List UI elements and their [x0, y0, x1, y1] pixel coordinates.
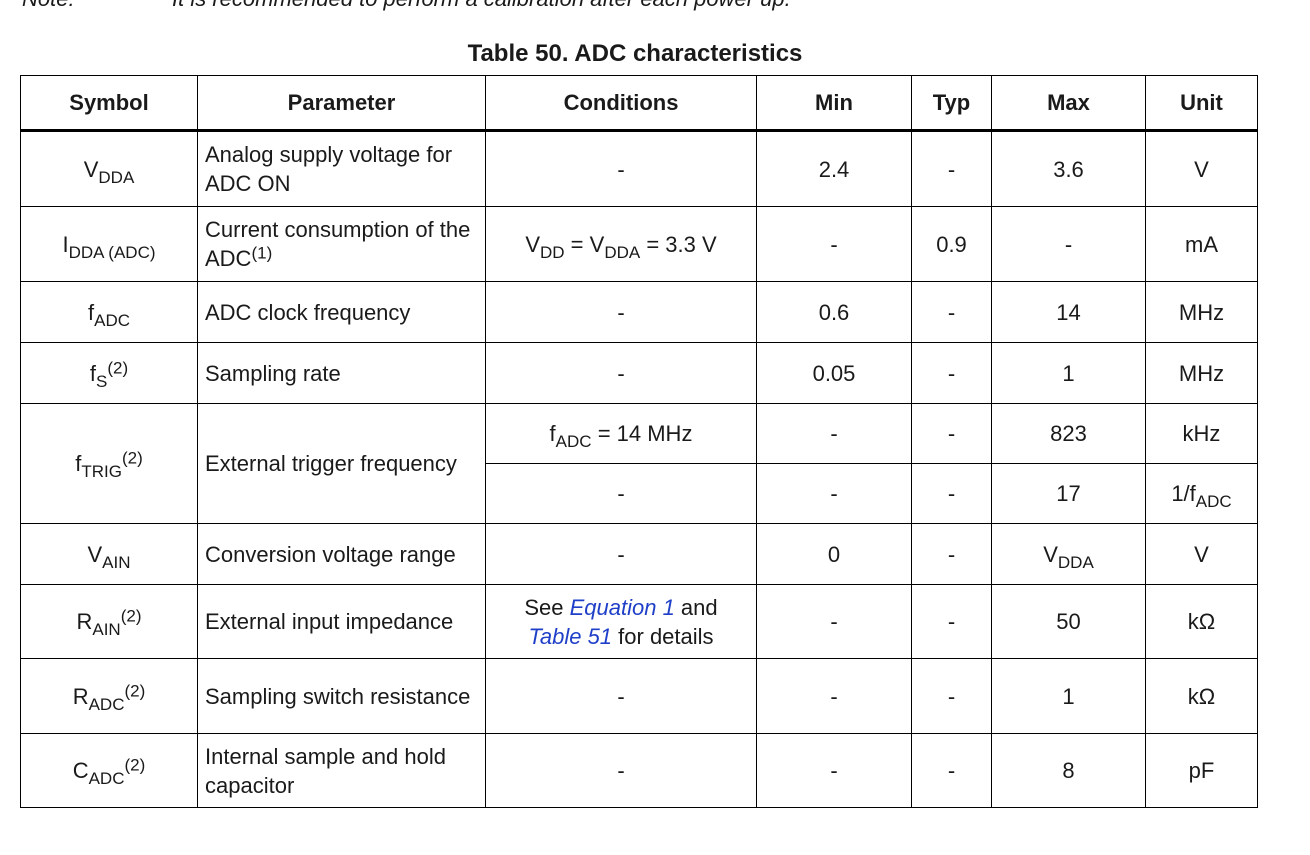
min-cell: -	[756, 584, 912, 659]
conditions-cell: -	[485, 523, 757, 585]
unit-cell: MHz	[1145, 342, 1258, 404]
max-cell: 3.6	[991, 130, 1146, 207]
max-cell: 8	[991, 733, 1146, 808]
header-max: Max	[991, 75, 1146, 132]
table-row: fS(2) Sampling rate - 0.05 - 1 MHz	[20, 342, 1258, 404]
table-row: fTRIG(2) External trigger frequency fADC…	[20, 403, 1258, 524]
typ-cell: -	[911, 584, 992, 659]
note-text: It is recommended to perform a calibrati…	[172, 0, 791, 11]
min-cell: 2.4	[756, 130, 912, 207]
table-row: fADC ADC clock frequency - 0.6 - 14 MHz	[20, 281, 1258, 343]
conditions-cell: See Equation 1 and Table 51 for details	[485, 584, 757, 659]
max-cell: VDDA	[991, 523, 1146, 585]
unit-cell: 1/fADC	[1145, 463, 1258, 524]
note-label: Note:	[22, 0, 172, 12]
typ-cell: -	[911, 130, 992, 207]
max-cell: 14	[991, 281, 1146, 343]
header-unit: Unit	[1145, 75, 1258, 132]
typ-cell: -	[911, 733, 992, 808]
min-cell: -	[756, 733, 912, 808]
max-cell: 50	[991, 584, 1146, 659]
symbol-cell: VAIN	[20, 523, 198, 585]
symbol-cell: fS(2)	[20, 342, 198, 404]
table-caption: Table 50. ADC characteristics	[467, 40, 803, 67]
parameter-cell: Sampling switch resistance	[197, 658, 486, 734]
typ-cell: -	[911, 342, 992, 404]
min-cell: 0	[756, 523, 912, 585]
header-typ: Typ	[911, 75, 992, 132]
typ-cell: -	[911, 658, 992, 734]
max-cell: -	[991, 206, 1146, 282]
typ-cell: 0.9	[911, 206, 992, 282]
min-cell: 0.6	[756, 281, 912, 343]
symbol-cell: CADC(2)	[20, 733, 198, 808]
min-cell: -	[756, 658, 912, 734]
typ-cell: -	[911, 463, 992, 524]
max-cell: 823	[991, 403, 1146, 464]
symbol-cell: RADC(2)	[20, 658, 198, 734]
unit-cell: kΩ	[1145, 658, 1258, 734]
unit-cell: kHz	[1145, 403, 1258, 464]
parameter-cell: Sampling rate	[197, 342, 486, 404]
typ-cell: -	[911, 403, 992, 464]
table-row: RAIN(2) External input impedance See Equ…	[20, 584, 1258, 659]
unit-cell: pF	[1145, 733, 1258, 808]
typ-cell: -	[911, 523, 992, 585]
parameter-cell: Internal sample and hold capacitor	[197, 733, 486, 808]
conditions-cell: -	[485, 281, 757, 343]
note: Note:It is recommended to perform a cali…	[22, 0, 791, 12]
max-cell: 17	[991, 463, 1146, 524]
unit-cell: V	[1145, 130, 1258, 207]
conditions-cell: -	[485, 130, 757, 207]
max-cell: 1	[991, 658, 1146, 734]
parameter-cell: Conversion voltage range	[197, 523, 486, 585]
min-cell: -	[756, 403, 912, 464]
typ-cell: -	[911, 281, 992, 343]
unit-cell: mA	[1145, 206, 1258, 282]
conditions-cell: -	[485, 733, 757, 808]
table-row: IDDA (ADC) Current consumption of the AD…	[20, 206, 1258, 282]
parameter-cell: External input impedance	[197, 584, 486, 659]
conditions-cell: -	[485, 342, 757, 404]
conditions-cell: -	[485, 463, 757, 524]
conditions-cell: VDD = VDDA = 3.3 V	[485, 206, 757, 282]
table-row: VDDA Analog supply voltage for ADC ON - …	[20, 130, 1258, 207]
header-min: Min	[756, 75, 912, 132]
max-cell: 1	[991, 342, 1146, 404]
table-row: RADC(2) Sampling switch resistance - - -…	[20, 658, 1258, 734]
min-cell: -	[756, 463, 912, 524]
symbol-cell: fADC	[20, 281, 198, 343]
parameter-cell: External trigger frequency	[197, 403, 486, 524]
conditions-cell: fADC = 14 MHz	[485, 403, 757, 464]
symbol-cell: IDDA (ADC)	[20, 206, 198, 282]
parameter-cell: Analog supply voltage for ADC ON	[197, 130, 486, 207]
header-symbol: Symbol	[20, 75, 198, 132]
parameter-cell: Current consumption of the ADC(1)	[197, 206, 486, 282]
parameter-cell: ADC clock frequency	[197, 281, 486, 343]
unit-cell: kΩ	[1145, 584, 1258, 659]
table-row: CADC(2) Internal sample and hold capacit…	[20, 733, 1258, 808]
table-row: - - - 17 1/fADC	[21, 463, 1258, 524]
unit-cell: MHz	[1145, 281, 1258, 343]
unit-cell: V	[1145, 523, 1258, 585]
adc-characteristics-table: Symbol Parameter Conditions Min Typ Max …	[20, 75, 1258, 808]
table-row: VAIN Conversion voltage range - 0 - VDDA…	[20, 523, 1258, 585]
header-parameter: Parameter	[197, 75, 486, 132]
header-conditions: Conditions	[485, 75, 757, 132]
equation-1-link[interactable]: Equation 1	[569, 594, 675, 620]
header-row: Symbol Parameter Conditions Min Typ Max …	[20, 75, 1258, 132]
conditions-cell: -	[485, 658, 757, 734]
min-cell: -	[756, 206, 912, 282]
symbol-cell: fTRIG(2)	[20, 403, 198, 524]
symbol-cell: VDDA	[20, 130, 198, 207]
min-cell: 0.05	[756, 342, 912, 404]
table-51-link[interactable]: Table 51	[528, 623, 613, 649]
symbol-cell: RAIN(2)	[20, 584, 198, 659]
